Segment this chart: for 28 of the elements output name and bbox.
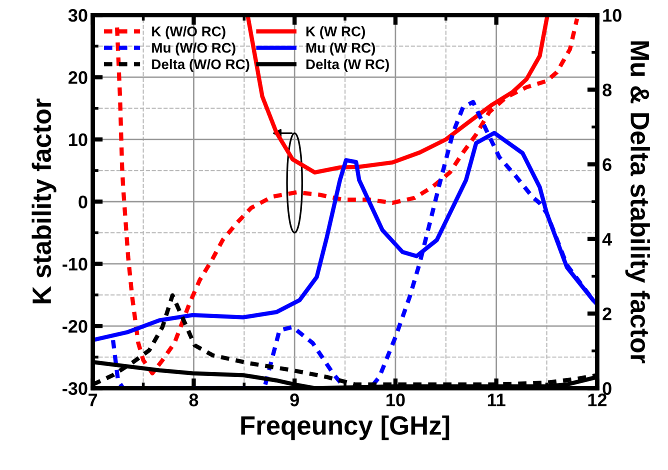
legend-label: K (W/O RC) (152, 26, 226, 40)
legend-label: Delta (W RC) (306, 58, 389, 72)
x-tick-label: 8 (189, 394, 198, 406)
y-tick-label: 10 (69, 133, 88, 146)
y2-tick-label: 0 (602, 382, 612, 395)
legend-label: Mu (W/O RC) (152, 42, 236, 56)
x-axis-title: Freqeuncy [GHz] (241, 415, 450, 440)
y-tick-label: 0 (78, 196, 88, 208)
y2-axis-title: Mu & Delta stability factor (625, 41, 650, 364)
x-tick-label: 11 (488, 394, 506, 406)
y2-tick-label: 6 (602, 158, 612, 172)
y-tick-label: 30 (68, 8, 88, 22)
y2-tick-label: 2 (602, 308, 612, 320)
y2-tick-label: 4 (602, 233, 612, 246)
y-tick-label: -10 (62, 258, 88, 271)
x-tick-label: 7 (88, 394, 98, 406)
legend-label: K (W RC) (306, 26, 365, 40)
y-tick-label: 20 (68, 71, 88, 84)
legend-label: Mu (W RC) (306, 42, 375, 56)
y2-tick-label: 8 (602, 84, 612, 96)
y-tick-label: -30 (62, 382, 88, 395)
x-tick-label: 10 (386, 394, 405, 406)
y-axis-title: K stability factor (32, 98, 56, 304)
y-tick-label: -20 (62, 320, 88, 333)
x-tick-label: 12 (588, 394, 607, 406)
y2-tick-label: 10 (603, 8, 622, 22)
legend-label: Delta (W/O RC) (152, 58, 250, 72)
x-tick-label: 9 (290, 394, 299, 406)
